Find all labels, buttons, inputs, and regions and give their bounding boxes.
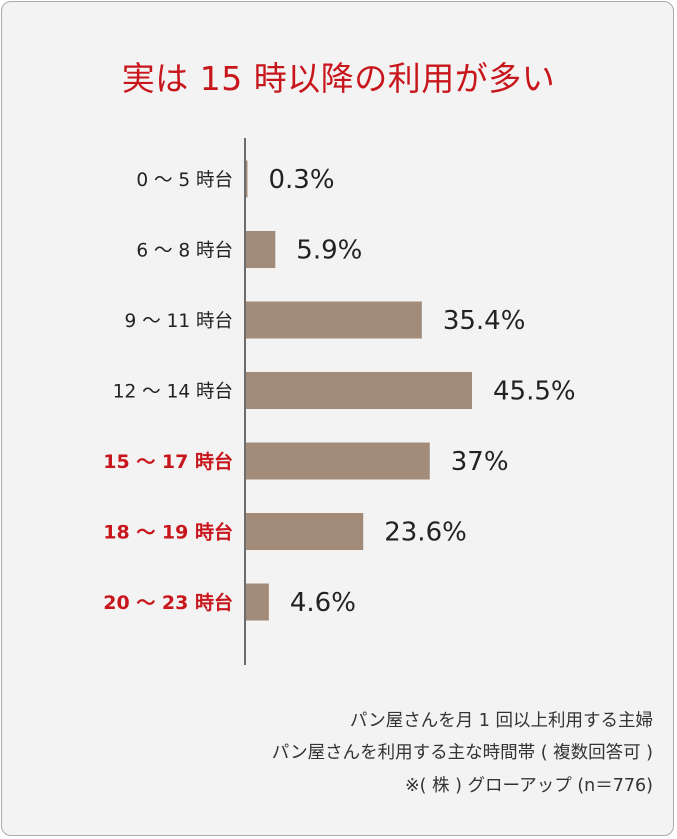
category-label: 18 ～ 19 時台: [103, 521, 233, 544]
value-label: 45.5%: [493, 377, 576, 407]
value-label: 4.6%: [290, 588, 356, 618]
value-label: 5.9%: [296, 236, 362, 266]
category-label: 12 ～ 14 時台: [113, 382, 233, 403]
bar: [246, 513, 364, 550]
bar: [246, 583, 269, 621]
footnote-line-1: パン屋さんを月 1 回以上利用する主婦: [349, 711, 653, 731]
bar: [246, 160, 248, 198]
bar: [246, 231, 276, 268]
bar: [246, 301, 422, 339]
category-label: 6 ～ 8 時台: [136, 241, 233, 262]
category-label: 9 ～ 11 時台: [125, 311, 233, 332]
value-label: 37%: [451, 447, 509, 477]
bar: [246, 372, 472, 409]
value-label: 0.3%: [268, 165, 334, 195]
category-label: 20 ～ 23 時台: [103, 591, 233, 614]
footnote-line-3: ※( 株 ) グローアップ (n＝776): [404, 776, 653, 796]
chart-title: 実は 15 時以降の利用が多い: [121, 59, 556, 98]
bar: [246, 442, 430, 480]
value-label: 35.4%: [443, 306, 526, 336]
category-label: 15 ～ 17 時台: [103, 450, 233, 473]
category-label: 0 ～ 5 時台: [136, 170, 233, 191]
value-label: 23.6%: [384, 518, 467, 548]
footnote-line-2: パン屋さんを利用する主な時間帯 ( 複数回答可 ): [271, 743, 653, 763]
